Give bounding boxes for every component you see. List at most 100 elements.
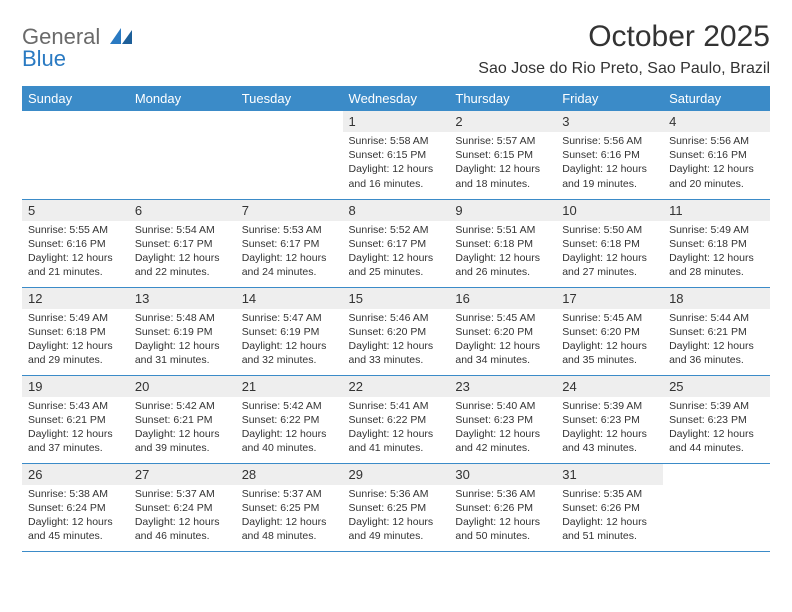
day-content: Sunrise: 5:58 AMSunset: 6:15 PMDaylight:… bbox=[343, 132, 450, 195]
day-number: 31 bbox=[556, 464, 663, 485]
day-cell: 28Sunrise: 5:37 AMSunset: 6:25 PMDayligh… bbox=[236, 463, 343, 551]
day-number: 18 bbox=[663, 288, 770, 309]
day-content: Sunrise: 5:36 AMSunset: 6:26 PMDaylight:… bbox=[449, 485, 556, 548]
day-content: Sunrise: 5:56 AMSunset: 6:16 PMDaylight:… bbox=[556, 132, 663, 195]
day-cell: 2Sunrise: 5:57 AMSunset: 6:15 PMDaylight… bbox=[449, 111, 556, 199]
day-cell: 12Sunrise: 5:49 AMSunset: 6:18 PMDayligh… bbox=[22, 287, 129, 375]
day-cell: 16Sunrise: 5:45 AMSunset: 6:20 PMDayligh… bbox=[449, 287, 556, 375]
day-cell: 3Sunrise: 5:56 AMSunset: 6:16 PMDaylight… bbox=[556, 111, 663, 199]
day-content: Sunrise: 5:50 AMSunset: 6:18 PMDaylight:… bbox=[556, 221, 663, 284]
week-row: 12Sunrise: 5:49 AMSunset: 6:18 PMDayligh… bbox=[22, 287, 770, 375]
day-number: 15 bbox=[343, 288, 450, 309]
day-number: 23 bbox=[449, 376, 556, 397]
logo-sail-icon bbox=[110, 24, 132, 49]
day-cell: 4Sunrise: 5:56 AMSunset: 6:16 PMDaylight… bbox=[663, 111, 770, 199]
day-header-row: SundayMondayTuesdayWednesdayThursdayFrid… bbox=[22, 86, 770, 111]
day-number: 4 bbox=[663, 111, 770, 132]
week-row: 26Sunrise: 5:38 AMSunset: 6:24 PMDayligh… bbox=[22, 463, 770, 551]
day-header-sunday: Sunday bbox=[22, 86, 129, 111]
day-header-tuesday: Tuesday bbox=[236, 86, 343, 111]
day-cell: 27Sunrise: 5:37 AMSunset: 6:24 PMDayligh… bbox=[129, 463, 236, 551]
day-number: 20 bbox=[129, 376, 236, 397]
day-cell: 8Sunrise: 5:52 AMSunset: 6:17 PMDaylight… bbox=[343, 199, 450, 287]
day-cell: 25Sunrise: 5:39 AMSunset: 6:23 PMDayligh… bbox=[663, 375, 770, 463]
day-number: 3 bbox=[556, 111, 663, 132]
day-content: Sunrise: 5:41 AMSunset: 6:22 PMDaylight:… bbox=[343, 397, 450, 460]
day-number: 30 bbox=[449, 464, 556, 485]
header: General Blue October 2025 Sao Jose do Ri… bbox=[22, 20, 770, 78]
day-cell: 11Sunrise: 5:49 AMSunset: 6:18 PMDayligh… bbox=[663, 199, 770, 287]
day-cell: 24Sunrise: 5:39 AMSunset: 6:23 PMDayligh… bbox=[556, 375, 663, 463]
calendar-page: General Blue October 2025 Sao Jose do Ri… bbox=[0, 0, 792, 572]
day-number: 22 bbox=[343, 376, 450, 397]
day-content: Sunrise: 5:57 AMSunset: 6:15 PMDaylight:… bbox=[449, 132, 556, 195]
day-cell: 29Sunrise: 5:36 AMSunset: 6:25 PMDayligh… bbox=[343, 463, 450, 551]
day-cell: 17Sunrise: 5:45 AMSunset: 6:20 PMDayligh… bbox=[556, 287, 663, 375]
day-number: 19 bbox=[22, 376, 129, 397]
day-header-thursday: Thursday bbox=[449, 86, 556, 111]
day-number: 7 bbox=[236, 200, 343, 221]
day-number: 9 bbox=[449, 200, 556, 221]
day-content: Sunrise: 5:38 AMSunset: 6:24 PMDaylight:… bbox=[22, 485, 129, 548]
day-content: Sunrise: 5:55 AMSunset: 6:16 PMDaylight:… bbox=[22, 221, 129, 284]
day-cell: 31Sunrise: 5:35 AMSunset: 6:26 PMDayligh… bbox=[556, 463, 663, 551]
day-header-friday: Friday bbox=[556, 86, 663, 111]
day-cell: 7Sunrise: 5:53 AMSunset: 6:17 PMDaylight… bbox=[236, 199, 343, 287]
day-cell: 26Sunrise: 5:38 AMSunset: 6:24 PMDayligh… bbox=[22, 463, 129, 551]
title-block: October 2025 Sao Jose do Rio Preto, Sao … bbox=[478, 20, 770, 78]
week-row: . . . 1Sunrise: 5:58 AMSunset: 6:15 PMDa… bbox=[22, 111, 770, 199]
day-content: Sunrise: 5:56 AMSunset: 6:16 PMDaylight:… bbox=[663, 132, 770, 195]
day-content: Sunrise: 5:44 AMSunset: 6:21 PMDaylight:… bbox=[663, 309, 770, 372]
day-number: 26 bbox=[22, 464, 129, 485]
day-content: Sunrise: 5:37 AMSunset: 6:24 PMDaylight:… bbox=[129, 485, 236, 548]
day-cell: 14Sunrise: 5:47 AMSunset: 6:19 PMDayligh… bbox=[236, 287, 343, 375]
day-number: 14 bbox=[236, 288, 343, 309]
day-number: 17 bbox=[556, 288, 663, 309]
day-content: Sunrise: 5:49 AMSunset: 6:18 PMDaylight:… bbox=[663, 221, 770, 284]
day-cell: 22Sunrise: 5:41 AMSunset: 6:22 PMDayligh… bbox=[343, 375, 450, 463]
day-content: Sunrise: 5:49 AMSunset: 6:18 PMDaylight:… bbox=[22, 309, 129, 372]
day-number: 12 bbox=[22, 288, 129, 309]
day-content: Sunrise: 5:42 AMSunset: 6:22 PMDaylight:… bbox=[236, 397, 343, 460]
day-number: 25 bbox=[663, 376, 770, 397]
week-row: 19Sunrise: 5:43 AMSunset: 6:21 PMDayligh… bbox=[22, 375, 770, 463]
day-number: 21 bbox=[236, 376, 343, 397]
day-content: Sunrise: 5:40 AMSunset: 6:23 PMDaylight:… bbox=[449, 397, 556, 460]
day-cell: 18Sunrise: 5:44 AMSunset: 6:21 PMDayligh… bbox=[663, 287, 770, 375]
day-number: 2 bbox=[449, 111, 556, 132]
day-number: 10 bbox=[556, 200, 663, 221]
day-cell: 23Sunrise: 5:40 AMSunset: 6:23 PMDayligh… bbox=[449, 375, 556, 463]
day-content: Sunrise: 5:43 AMSunset: 6:21 PMDaylight:… bbox=[22, 397, 129, 460]
day-number: 5 bbox=[22, 200, 129, 221]
day-cell: 19Sunrise: 5:43 AMSunset: 6:21 PMDayligh… bbox=[22, 375, 129, 463]
day-content: Sunrise: 5:36 AMSunset: 6:25 PMDaylight:… bbox=[343, 485, 450, 548]
day-cell: 21Sunrise: 5:42 AMSunset: 6:22 PMDayligh… bbox=[236, 375, 343, 463]
day-cell: . bbox=[663, 463, 770, 551]
logo-text: General Blue bbox=[22, 26, 132, 70]
logo: General Blue bbox=[22, 26, 132, 70]
day-cell: 9Sunrise: 5:51 AMSunset: 6:18 PMDaylight… bbox=[449, 199, 556, 287]
day-cell: 6Sunrise: 5:54 AMSunset: 6:17 PMDaylight… bbox=[129, 199, 236, 287]
day-header-wednesday: Wednesday bbox=[343, 86, 450, 111]
day-cell: 13Sunrise: 5:48 AMSunset: 6:19 PMDayligh… bbox=[129, 287, 236, 375]
day-number: 24 bbox=[556, 376, 663, 397]
day-cell: . bbox=[129, 111, 236, 199]
day-cell: . bbox=[22, 111, 129, 199]
calendar-body: . . . 1Sunrise: 5:58 AMSunset: 6:15 PMDa… bbox=[22, 111, 770, 551]
day-content: Sunrise: 5:51 AMSunset: 6:18 PMDaylight:… bbox=[449, 221, 556, 284]
day-number: 1 bbox=[343, 111, 450, 132]
day-cell: 30Sunrise: 5:36 AMSunset: 6:26 PMDayligh… bbox=[449, 463, 556, 551]
day-content: Sunrise: 5:54 AMSunset: 6:17 PMDaylight:… bbox=[129, 221, 236, 284]
week-row: 5Sunrise: 5:55 AMSunset: 6:16 PMDaylight… bbox=[22, 199, 770, 287]
day-content: Sunrise: 5:45 AMSunset: 6:20 PMDaylight:… bbox=[449, 309, 556, 372]
day-number: 6 bbox=[129, 200, 236, 221]
day-content: Sunrise: 5:35 AMSunset: 6:26 PMDaylight:… bbox=[556, 485, 663, 548]
day-content: Sunrise: 5:39 AMSunset: 6:23 PMDaylight:… bbox=[663, 397, 770, 460]
day-number: 8 bbox=[343, 200, 450, 221]
month-title: October 2025 bbox=[478, 20, 770, 54]
day-cell: 1Sunrise: 5:58 AMSunset: 6:15 PMDaylight… bbox=[343, 111, 450, 199]
day-header-saturday: Saturday bbox=[663, 86, 770, 111]
day-content: Sunrise: 5:46 AMSunset: 6:20 PMDaylight:… bbox=[343, 309, 450, 372]
day-number: 27 bbox=[129, 464, 236, 485]
day-content: Sunrise: 5:39 AMSunset: 6:23 PMDaylight:… bbox=[556, 397, 663, 460]
